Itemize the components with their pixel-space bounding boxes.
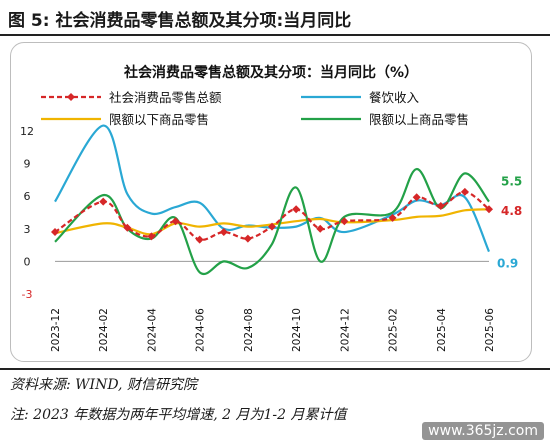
series-marker-1	[147, 232, 156, 241]
top-rule	[0, 34, 550, 36]
source-text: 资料来源: WIND, 财信研究院	[10, 377, 197, 393]
legend-label-2: 餐饮收入	[369, 90, 420, 105]
series-marker-1	[412, 193, 421, 202]
legend-label-1: 社会消费品零售总额	[109, 90, 222, 105]
x-tick-label: 2025-04	[436, 308, 448, 352]
chart-title: 社会消费品零售总额及其分项：当月同比（%）	[123, 64, 418, 81]
x-tick-label: 2025-06	[484, 308, 496, 352]
x-tick-label: 2025-02	[388, 308, 400, 352]
series-marker-1	[171, 217, 180, 226]
bottom-rule	[0, 368, 550, 370]
x-tick-label: 2024-12	[339, 308, 351, 352]
series-line-2	[54, 124, 491, 253]
end-label-2: 0.9	[497, 257, 518, 271]
series-marker-1	[460, 187, 469, 196]
line-chart: 社会消费品零售总额及其分项：当月同比（%） 社会消费品零售总额 餐饮收入限额以下商品…	[20, 64, 522, 352]
x-tick-label: 2024-06	[195, 308, 207, 352]
figure-title: 图 5: 社会消费品零售总额及其分项:当月同比	[8, 11, 352, 31]
series-marker-1	[268, 222, 276, 231]
series-marker-1	[292, 205, 301, 214]
end-label-1: 4.8	[501, 204, 522, 218]
y-tick-label: 9	[24, 158, 31, 171]
x-tick-label: 2024-08	[243, 308, 255, 352]
legend-label-4: 限额以上商品零售	[369, 112, 469, 127]
series-marker-1	[243, 234, 252, 243]
series-marker-1	[219, 228, 228, 237]
x-tick-label: 2024-02	[98, 308, 110, 352]
series-marker-1	[123, 223, 132, 232]
x-tick-label: 2023-12	[50, 308, 62, 352]
series-marker-1	[340, 217, 349, 226]
legend-label-3: 限额以下商品零售	[109, 112, 209, 127]
note-text: 注: 2023 年数据为两年平均增速, 2 月为1-2 月累计值	[10, 407, 347, 423]
series-marker-1	[316, 224, 325, 233]
series-marker-1	[195, 235, 204, 244]
watermark: www.365jz.com	[422, 422, 544, 440]
x-tick-label: 2024-10	[291, 308, 303, 352]
legend-marker-1	[67, 93, 75, 101]
y-tick-label: -3	[22, 288, 33, 301]
series-marker-1	[485, 205, 493, 214]
y-tick-label: 6	[24, 190, 31, 203]
y-tick-label: 0	[24, 255, 31, 268]
series-marker-1	[436, 201, 445, 210]
series-marker-1	[99, 197, 108, 206]
end-label-4: 5.5	[501, 175, 522, 189]
series-line-4	[54, 167, 490, 276]
series-marker-1	[388, 213, 397, 222]
y-tick-label: 12	[20, 125, 34, 138]
chart-panel: 社会消费品零售总额及其分项：当月同比（%） 社会消费品零售总额 餐饮收入限额以下商品…	[10, 42, 532, 362]
x-tick-label: 2024-04	[146, 308, 158, 352]
y-tick-label: 3	[24, 223, 31, 236]
series-marker-1	[51, 228, 59, 237]
